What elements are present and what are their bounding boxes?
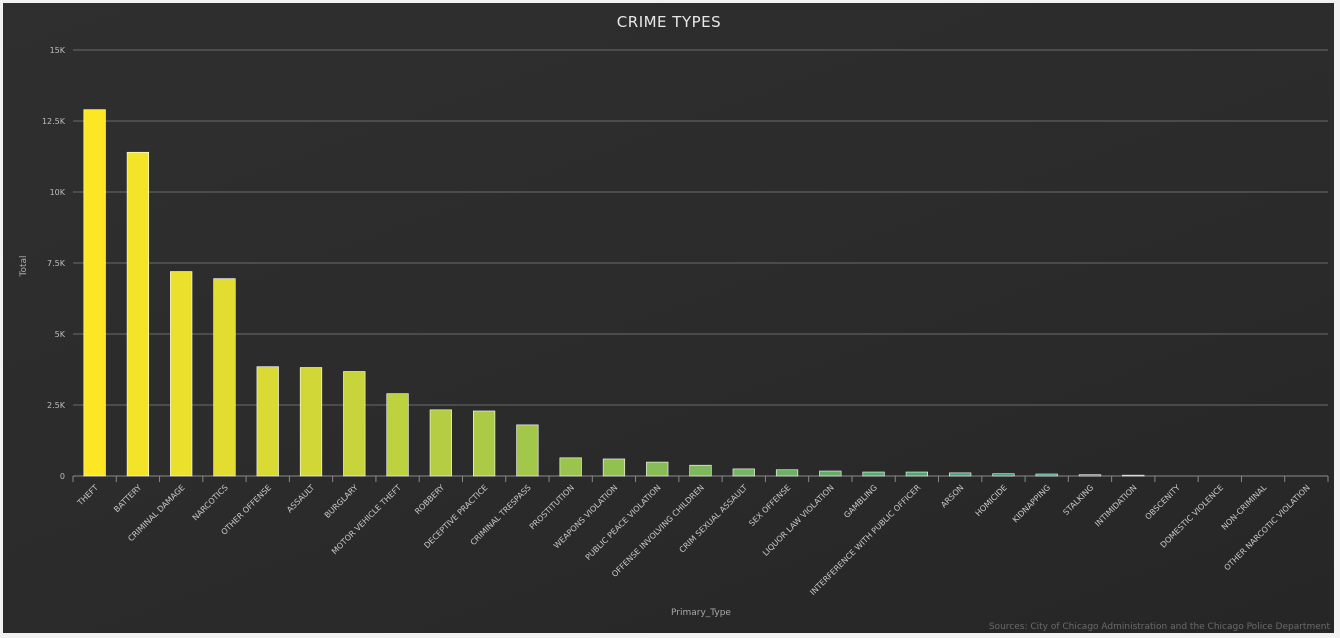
y-axis-label: Total [19, 255, 29, 277]
x-tick-label: OTHER NARCOTIC VIOLATION [1222, 483, 1311, 572]
y-tick-label: 10K [50, 188, 66, 197]
x-tick-label: ARSON [939, 483, 965, 509]
y-tick-label: 2.5K [47, 401, 66, 410]
bar[interactable] [646, 461, 669, 477]
x-tick-label: HOMICIDE [974, 483, 1009, 518]
x-tick-label: SEX OFFENSE [747, 483, 792, 528]
bar[interactable] [862, 471, 885, 477]
x-tick-label: NARCOTICS [191, 483, 230, 522]
bar[interactable] [126, 151, 150, 477]
x-tick-label: KIDNAPPING [1011, 483, 1052, 524]
x-tick-label: STALKING [1061, 483, 1095, 517]
bar[interactable] [213, 278, 236, 477]
chart-panel: CRIME TYPES 0 2.5K 5K 7.5K 10K 12.5K 15K THEFT… [3, 3, 1334, 633]
x-tick-label: LIQUOR LAW VIOLATION [761, 483, 836, 558]
source-note: Sources: City of Chicago Administration … [989, 622, 1331, 632]
x-tick-label: OFFENSE INVOLVING CHILDREN [610, 483, 706, 579]
bar[interactable] [819, 470, 842, 477]
bar[interactable] [299, 367, 323, 477]
x-axis-label: Primary_Type [671, 608, 731, 618]
bar[interactable] [516, 424, 539, 477]
y-tick-label: 7.5K [47, 259, 66, 268]
x-tick-label: ASSAULT [285, 483, 316, 514]
bar[interactable] [343, 371, 366, 477]
bar[interactable] [1078, 474, 1102, 477]
x-tick-label: BATTERY [112, 483, 143, 514]
y-tick-label: 12.5K [42, 117, 66, 126]
x-tick-label: OBSCENITY [1143, 483, 1182, 522]
bar[interactable] [992, 473, 1015, 477]
bar[interactable] [386, 393, 409, 477]
x-tick-label: PUBLIC PEACE VIOLATION [584, 483, 663, 562]
bar[interactable] [1122, 474, 1145, 477]
bar[interactable] [1035, 473, 1058, 477]
x-tick-label: INTIMIDATION [1093, 483, 1138, 528]
y-tick-label: 0 [60, 472, 65, 481]
bar[interactable] [473, 410, 496, 477]
bar[interactable] [559, 457, 582, 477]
chart-canvas: CRIME TYPES 0 2.5K 5K 7.5K 10K 12.5K 15K THEFT… [19, 13, 1331, 632]
bar[interactable] [83, 109, 106, 477]
x-tick-label: NON-CRIMINAL [1220, 483, 1269, 532]
x-tick-label: BURGLARY [323, 483, 360, 520]
x-tick-label: PROSTITUTION [528, 483, 576, 531]
x-tick-label: THEFT [75, 483, 100, 508]
chart-title: CRIME TYPES [617, 13, 721, 31]
bar[interactable] [170, 271, 193, 477]
bar[interactable] [732, 468, 755, 477]
bar[interactable] [949, 472, 972, 477]
y-axis-ticks: 0 2.5K 5K 7.5K 10K 12.5K 15K [42, 46, 66, 481]
x-tick-label: MOTOR VEHICLE THEFT [330, 483, 403, 556]
bar[interactable] [775, 469, 799, 477]
bar[interactable] [256, 366, 279, 477]
bars [83, 109, 1145, 477]
bar[interactable] [689, 464, 712, 477]
x-tick-label: GAMBLING [842, 483, 879, 520]
bar[interactable] [429, 409, 452, 477]
bar[interactable] [602, 458, 626, 477]
x-tick-label: ROBBERY [413, 483, 446, 516]
gridlines [73, 49, 1328, 406]
y-tick-label: 15K [50, 46, 66, 55]
bar[interactable] [905, 471, 928, 477]
y-tick-label: 5K [55, 330, 66, 339]
